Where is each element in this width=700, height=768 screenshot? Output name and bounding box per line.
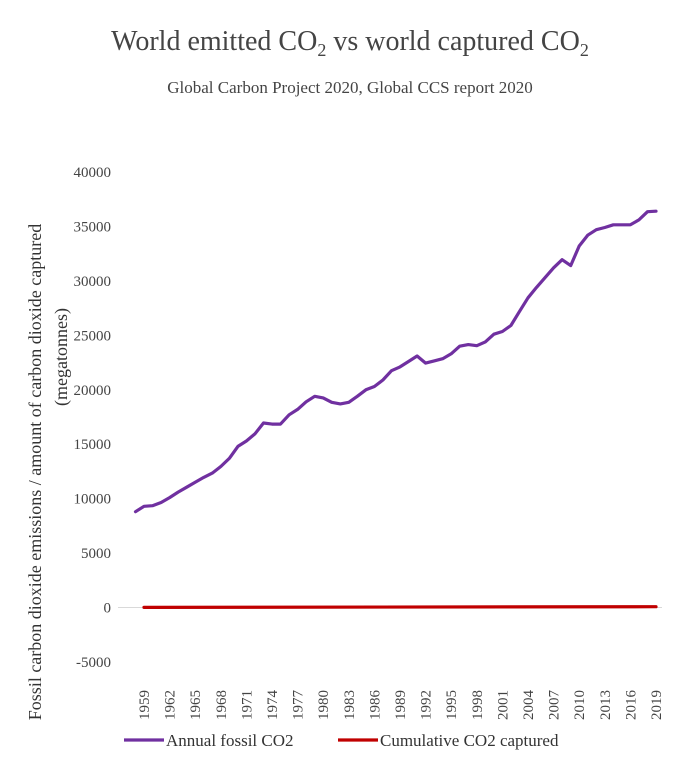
y-tick-label: 40000: [74, 165, 112, 181]
x-axis: 1959 1962 1965 1968 1971 1974 1977 1980 1983 1986…: [137, 690, 665, 721]
y-tick-label: 30000: [74, 274, 112, 290]
x-tick-label: 1959: [137, 690, 153, 720]
chart-title: World emitted CO2 vs world captured CO2: [111, 26, 589, 60]
y-tick-label: 25000: [74, 328, 112, 344]
y-tick-label: 0: [104, 601, 112, 617]
x-tick-label: 2001: [495, 690, 511, 720]
x-tick-label: 1992: [419, 690, 435, 720]
x-tick-label: 1995: [444, 690, 460, 720]
x-tick-label: 1989: [393, 690, 409, 720]
x-tick-label: 2010: [572, 690, 588, 720]
x-tick-label: 1962: [163, 690, 179, 720]
y-axis-label-line1: Fossil carbon dioxide emissions / amount…: [25, 224, 45, 720]
y-axis-label: Fossil carbon dioxide emissions / amount…: [25, 224, 72, 720]
x-tick-label: 1977: [291, 690, 307, 721]
y-tick-label: 35000: [74, 219, 112, 235]
legend-label: Cumulative CO2 captured: [380, 731, 559, 750]
x-tick-label: 2016: [623, 690, 639, 721]
y-axis-label-line2: (megatonnes): [51, 308, 72, 406]
legend: Annual fossil CO2 Cumulative CO2 captured: [124, 731, 559, 750]
x-tick-label: 1974: [265, 690, 281, 721]
x-tick-label: 1965: [188, 690, 204, 720]
x-tick-label: 1986: [367, 690, 383, 721]
y-tick-label: -5000: [76, 655, 111, 671]
series-line-cumulative-co2-captured: [142, 605, 658, 610]
legend-label: Annual fossil CO2: [166, 731, 294, 750]
x-tick-label: 2019: [649, 690, 665, 720]
y-tick-label: 20000: [74, 383, 112, 399]
series-line-annual-fossil-co2: [133, 209, 658, 514]
x-tick-label: 2007: [547, 690, 563, 721]
series-group: [133, 209, 658, 610]
x-tick-label: 2013: [598, 690, 614, 720]
x-tick-label: 2004: [521, 690, 537, 721]
x-tick-label: 1971: [239, 690, 255, 720]
x-tick-label: 1980: [316, 690, 332, 720]
x-tick-label: 1968: [214, 690, 230, 720]
x-tick-label: 1983: [342, 690, 358, 720]
chart-subtitle: Global Carbon Project 2020, Global CCS r…: [167, 78, 533, 97]
y-tick-label: 10000: [74, 492, 112, 508]
y-tick-label: 15000: [74, 437, 112, 453]
y-axis: 40000 35000 30000 25000 20000 15000 10000 5000 0…: [74, 165, 112, 671]
y-tick-label: 5000: [81, 546, 111, 562]
x-tick-label: 1998: [470, 690, 486, 720]
